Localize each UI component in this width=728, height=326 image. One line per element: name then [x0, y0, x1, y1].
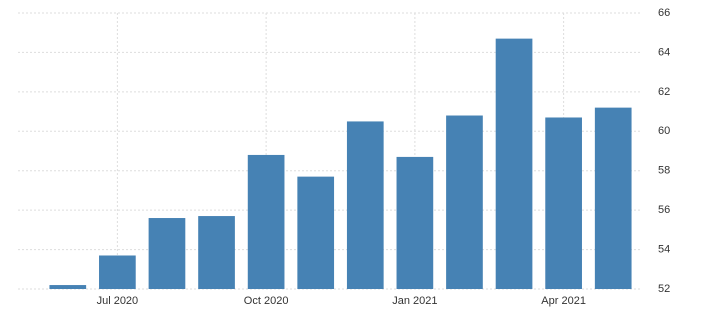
x-tick-label: Apr 2021: [541, 295, 586, 307]
bar: [495, 38, 533, 289]
bar: [297, 176, 335, 289]
y-tick-label: 60: [658, 125, 670, 137]
bar: [99, 255, 136, 289]
bar: [396, 156, 434, 289]
bar: [346, 121, 384, 289]
bar: [594, 107, 632, 289]
x-tick-label: Oct 2020: [244, 295, 289, 307]
y-tick-label: 66: [658, 7, 670, 19]
x-tick-label: Jul 2020: [97, 295, 139, 307]
y-tick-label: 62: [658, 86, 670, 98]
bar: [247, 154, 285, 289]
y-tick-label: 52: [658, 283, 670, 295]
bar: [446, 115, 483, 289]
y-tick-label: 64: [658, 46, 670, 58]
bar: [198, 216, 235, 289]
y-tick-label: 54: [658, 243, 670, 255]
x-tick-label: Jan 2021: [392, 295, 437, 307]
bar: [545, 117, 582, 289]
bar: [49, 285, 87, 289]
y-tick-label: 56: [658, 204, 670, 216]
y-tick-label: 58: [658, 165, 670, 177]
bar: [148, 218, 186, 289]
